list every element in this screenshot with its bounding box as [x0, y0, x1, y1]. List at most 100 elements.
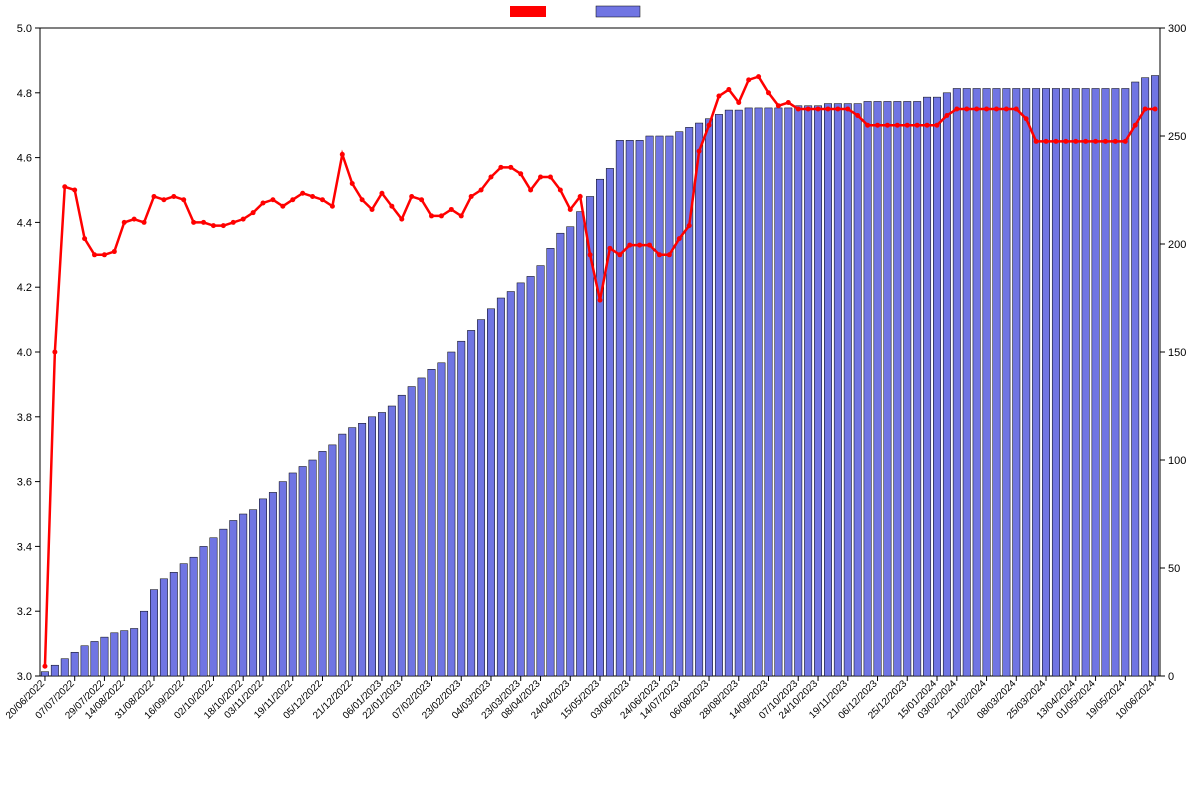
line-marker [934, 123, 939, 128]
bar [101, 637, 108, 676]
bar [299, 466, 306, 676]
bar [904, 101, 911, 676]
line-marker [72, 188, 77, 193]
bar [210, 538, 217, 676]
bar [130, 628, 137, 676]
bar [517, 283, 524, 676]
bar [943, 93, 950, 676]
bar [735, 110, 742, 676]
y-left-label: 4.6 [17, 153, 32, 165]
line-marker [716, 94, 721, 99]
line-marker [528, 188, 533, 193]
line-marker [588, 252, 593, 257]
line-marker [300, 191, 305, 196]
y-right-label: 0 [1168, 671, 1174, 683]
line-marker [994, 107, 999, 112]
bar [41, 672, 48, 676]
legend-line-swatch [510, 6, 546, 17]
bar [715, 114, 722, 676]
line-marker [647, 243, 652, 248]
bar [953, 88, 960, 676]
line-marker [677, 236, 682, 241]
y-right-label: 300 [1168, 23, 1186, 35]
bar [477, 320, 484, 676]
bar [963, 88, 970, 676]
line-marker [488, 175, 493, 180]
bar [705, 119, 712, 676]
bar [51, 665, 58, 676]
line-marker [707, 123, 712, 128]
line-marker [310, 194, 315, 199]
line-marker [1133, 123, 1138, 128]
bar [319, 451, 326, 676]
line-marker [340, 152, 345, 157]
line-marker [806, 107, 811, 112]
line-marker [419, 197, 424, 202]
line-marker [905, 123, 910, 128]
line-marker [954, 107, 959, 112]
line-marker [875, 123, 880, 128]
line-marker [726, 87, 731, 92]
line-marker [92, 252, 97, 257]
bar [358, 423, 365, 676]
line-marker [1053, 139, 1058, 144]
line-marker [697, 149, 702, 154]
bar [140, 611, 147, 676]
line-marker [518, 171, 523, 176]
line-marker [776, 103, 781, 108]
bar [695, 123, 702, 676]
line-marker [251, 210, 256, 215]
chart-svg: 3.03.23.43.63.84.04.24.44.64.85.00501001… [0, 0, 1200, 800]
bar [814, 106, 821, 676]
line-marker [835, 107, 840, 112]
line-marker [389, 204, 394, 209]
y-left-label: 4.8 [17, 88, 32, 100]
line-marker [657, 252, 662, 257]
line-marker [756, 74, 761, 79]
line-marker [171, 194, 176, 199]
line-marker [370, 207, 375, 212]
bar [1122, 88, 1129, 676]
bar [1151, 76, 1158, 676]
y-left-label: 4.2 [17, 282, 32, 294]
line-marker [429, 213, 434, 218]
y-left-label: 3.6 [17, 477, 32, 489]
bar [408, 387, 415, 676]
bar [923, 97, 930, 676]
bar [170, 572, 177, 676]
bar [309, 460, 316, 676]
bar [666, 136, 673, 676]
bar [913, 101, 920, 676]
line-marker [796, 107, 801, 112]
line-marker [102, 252, 107, 257]
line-marker [62, 184, 67, 189]
bar [388, 406, 395, 676]
y-left-label: 3.8 [17, 412, 32, 424]
bar [269, 492, 276, 676]
line-marker [1083, 139, 1088, 144]
y-right-label: 150 [1168, 347, 1186, 359]
line-marker [122, 220, 127, 225]
line-marker [350, 181, 355, 186]
bar [1042, 88, 1049, 676]
line-marker [1113, 139, 1118, 144]
bar [1032, 88, 1039, 676]
bar [1062, 88, 1069, 676]
line-marker [1103, 139, 1108, 144]
bar [418, 378, 425, 676]
bar [1013, 88, 1020, 676]
y-left-label: 4.4 [17, 217, 32, 229]
bar [596, 179, 603, 676]
bar [121, 631, 128, 676]
line-marker [1024, 116, 1029, 121]
bar [1141, 78, 1148, 676]
bar [339, 434, 346, 676]
line-marker [885, 123, 890, 128]
line-marker [270, 197, 275, 202]
line-marker [82, 236, 87, 241]
combo-chart: 3.03.23.43.63.84.04.24.44.64.85.00501001… [0, 0, 1200, 800]
bar [795, 106, 802, 676]
line-marker [865, 123, 870, 128]
line-marker [330, 204, 335, 209]
bar [755, 108, 762, 676]
